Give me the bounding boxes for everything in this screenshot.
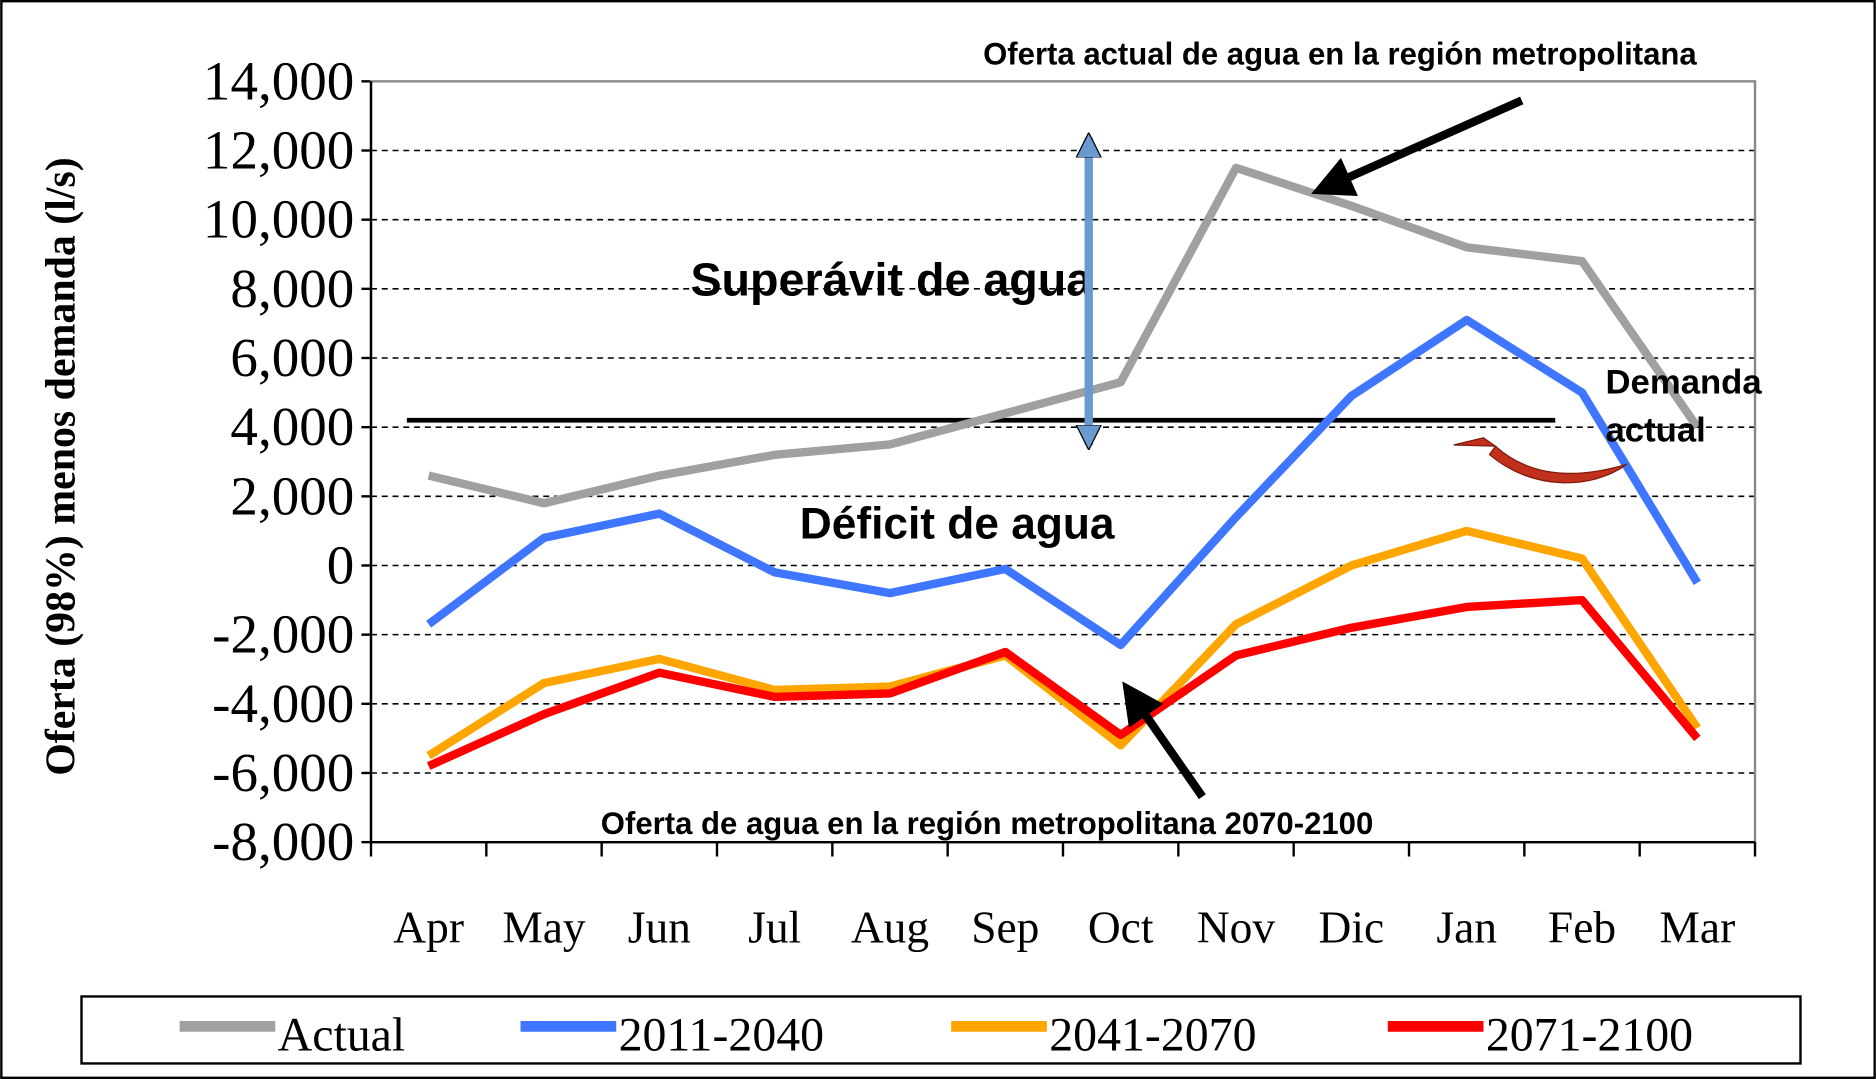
x-tick-label: Sep: [971, 902, 1039, 953]
curved-arrow: [1453, 437, 1628, 484]
y-tick-label: 8,000: [230, 258, 354, 319]
y-tick-label: -4,000: [212, 673, 354, 734]
series-line: [426, 595, 1701, 770]
y-tick-label: 10,000: [203, 189, 354, 250]
y-tick-label: 14,000: [203, 50, 354, 111]
x-tick-label: Jun: [628, 902, 691, 953]
y-tick-label: -6,000: [212, 742, 354, 803]
legend-label: 2011-2040: [619, 1008, 824, 1061]
y-axis-label: Oferta (98%) menos demanda (l/s): [38, 157, 84, 776]
series-line: [427, 163, 1701, 508]
series-line: [426, 315, 1701, 650]
x-tick-label: Aug: [851, 902, 929, 953]
arrow: [1311, 96, 1524, 197]
legend-label: 2041-2070: [1049, 1008, 1256, 1061]
x-tick-label: Dic: [1319, 902, 1385, 953]
x-tick-label: Jul: [748, 902, 801, 953]
annotation: Oferta de agua en la región metropolitan…: [601, 806, 1373, 841]
legend: [80, 995, 1802, 1065]
legend-label: Actual: [278, 1008, 406, 1061]
y-tick-label: 2,000: [230, 465, 354, 526]
y-tick-label: 12,000: [203, 119, 354, 180]
legend-label: 2071-2100: [1486, 1008, 1693, 1061]
y-tick-label: 4,000: [230, 396, 354, 457]
arrow: [1122, 681, 1206, 800]
y-tick-label: -2,000: [212, 604, 354, 665]
x-tick-label: Oct: [1088, 902, 1154, 953]
x-tick-label: Feb: [1548, 902, 1616, 953]
y-tick-label: -8,000: [212, 811, 354, 872]
reference-label-box: Demanda actual: [1605, 363, 1762, 450]
x-tick-label: Apr: [393, 902, 464, 953]
x-tick-label: Nov: [1197, 902, 1276, 953]
y-tick-label: 0: [327, 534, 355, 595]
series-line: [426, 526, 1701, 760]
annotation: Superávit de agua: [690, 253, 1093, 305]
reference-label: Demanda actual: [1605, 363, 1762, 450]
annotation: Déficit de agua: [800, 499, 1115, 548]
x-tick-label: May: [502, 902, 586, 953]
y-tick-label: 6,000: [230, 327, 354, 388]
annotation: Oferta actual de agua en la región metro…: [983, 37, 1697, 72]
x-tick-label: Jan: [1436, 902, 1497, 953]
x-tick-label: Mar: [1660, 902, 1736, 953]
